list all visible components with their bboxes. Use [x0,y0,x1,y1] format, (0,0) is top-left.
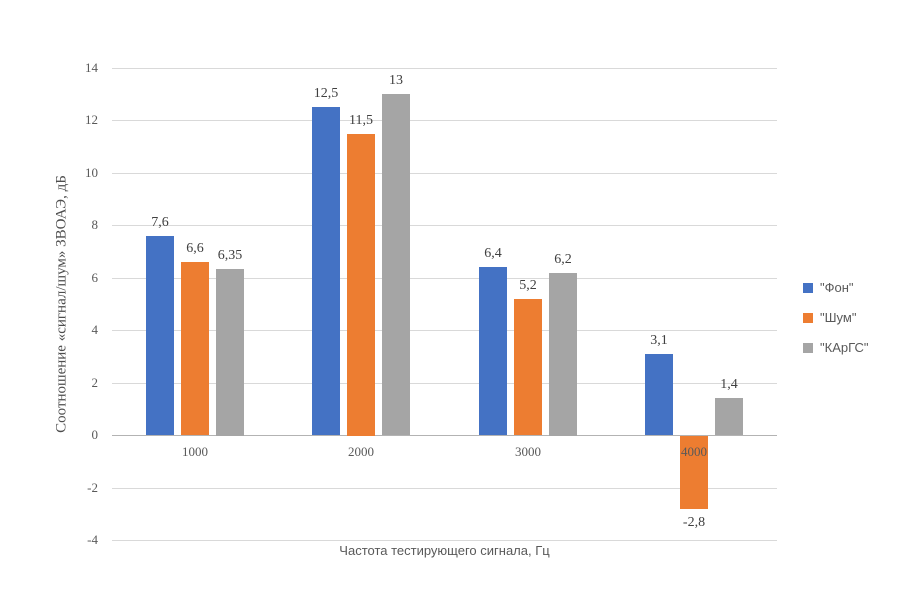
y-tick-label: 6 [91,270,99,285]
x-category-label-2000: 2000 [348,444,374,459]
y-tick-label: 2 [91,375,99,390]
y-tick-label: 8 [91,217,99,232]
gridline [112,68,777,69]
legend-label: "Шум" [820,310,857,325]
gridline [112,383,777,384]
value-label-kargs-4000: 1,4 [720,377,738,392]
value-label-kargs-1000: 6,35 [217,248,243,263]
x-axis-title: Частота тестирующего сигнала, Гц [339,543,550,558]
bar-fon-2000 [312,107,340,435]
bar-shum-3000 [514,299,542,435]
y-tick-label: 4 [91,322,99,337]
bar-shum-2000 [347,134,375,436]
legend-label: "Фон" [820,280,854,295]
legend-swatch-icon [803,283,813,293]
value-label-kargs-3000: 6,2 [554,252,572,267]
bar-shum-4000 [680,436,708,509]
legend-swatch-icon [803,343,813,353]
value-label-fon-4000: 3,1 [650,333,668,348]
value-label-fon-3000: 6,4 [484,246,502,261]
x-axis-line [112,435,777,436]
value-label-fon-1000: 7,6 [151,215,169,230]
bar-fon-4000 [645,354,673,435]
bar-fon-3000 [479,267,507,435]
x-category-label-1000: 1000 [182,444,208,459]
y-tick-label: 14 [85,60,98,75]
legend-item-shum: "Шум" [803,310,856,326]
x-category-label-4000: 4000 [681,444,707,459]
gridline [112,488,777,489]
value-label-shum-1000: 6,6 [186,241,204,256]
legend-swatch-icon [803,313,813,323]
bar-shum-1000 [181,262,209,435]
legend-label: "КАрГС" [820,340,869,355]
x-category-label-3000: 3000 [515,444,541,459]
bar-kargs-3000 [549,273,577,436]
bar-fon-1000 [146,236,174,435]
gridline [112,225,777,226]
value-label-shum-4000: -2,8 [682,515,706,530]
gridline [112,540,777,541]
gridline [112,278,777,279]
gridline [112,173,777,174]
y-axis-title: Соотношение «сигнал/шум» ЗВОАЭ, дБ [53,175,70,433]
bar-kargs-1000 [216,269,244,436]
value-label-fon-2000: 12,5 [313,86,339,101]
gridline [112,120,777,121]
bar-kargs-2000 [382,94,410,435]
value-label-kargs-2000: 13 [389,73,403,88]
bar-kargs-4000 [715,398,743,435]
y-tick-label: -2 [87,480,98,495]
y-tick-label: -4 [87,532,98,547]
y-tick-label: 10 [85,165,98,180]
legend-item-kargs: "КАрГС" [803,340,869,356]
y-tick-label: 0 [91,427,99,442]
gridline [112,330,777,331]
value-label-shum-2000: 11,5 [349,113,373,128]
y-tick-label: 12 [85,112,98,127]
legend-item-fon: "Фон" [803,280,854,296]
value-label-shum-3000: 5,2 [519,278,537,293]
